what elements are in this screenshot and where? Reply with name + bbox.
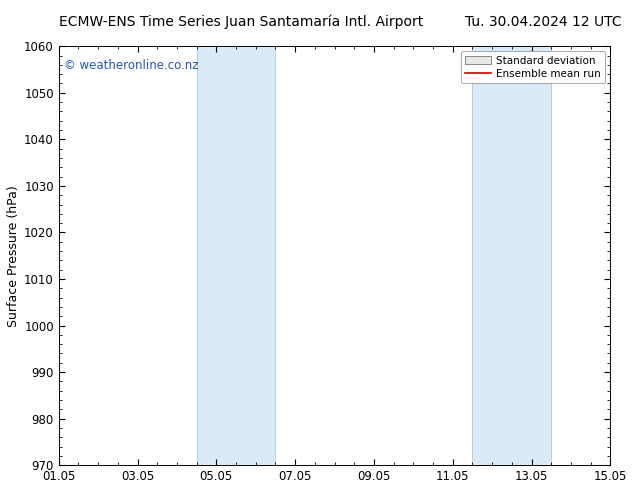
Bar <box>472 46 552 465</box>
Text: ECMW-ENS Time Series Juan Santamaría Intl. Airport: ECMW-ENS Time Series Juan Santamaría Int… <box>59 15 423 29</box>
Text: Tu. 30.04.2024 12 UTC: Tu. 30.04.2024 12 UTC <box>465 15 621 29</box>
Bar <box>197 46 275 465</box>
Legend: Standard deviation, Ensemble mean run: Standard deviation, Ensemble mean run <box>461 51 605 83</box>
Text: © weatheronline.co.nz: © weatheronline.co.nz <box>64 59 198 72</box>
Y-axis label: Surface Pressure (hPa): Surface Pressure (hPa) <box>7 185 20 327</box>
